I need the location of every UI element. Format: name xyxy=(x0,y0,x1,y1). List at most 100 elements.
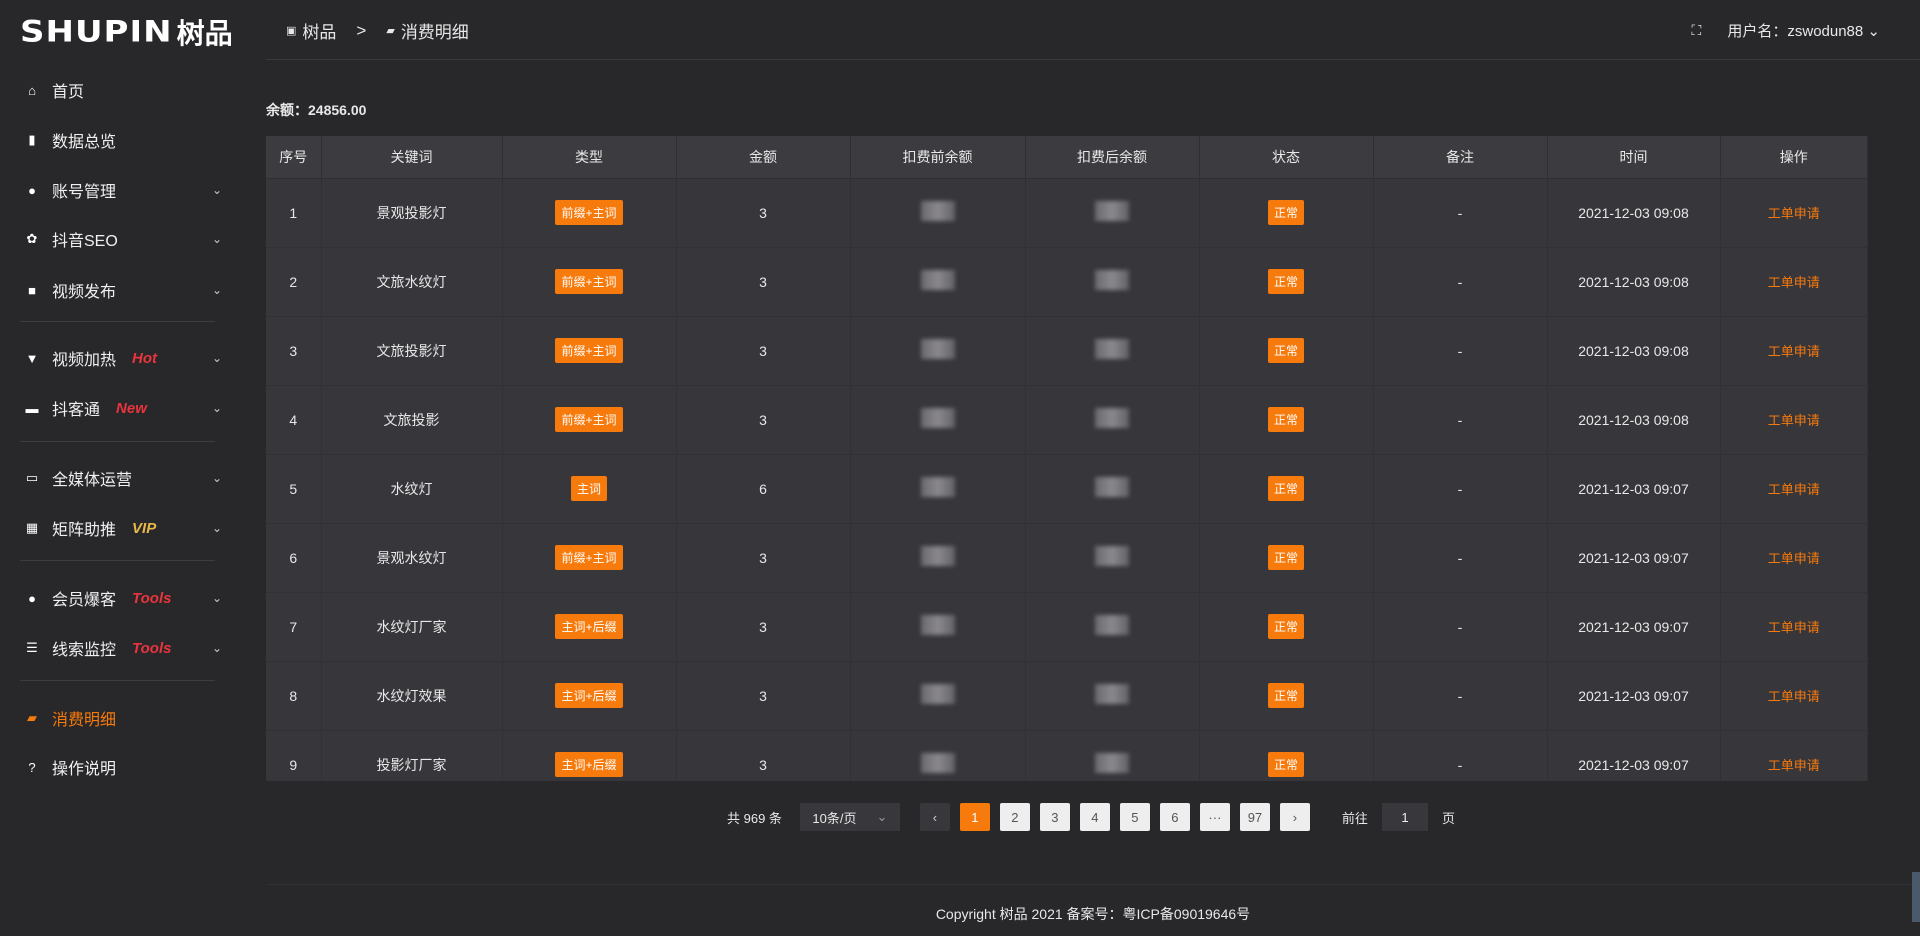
type-cell: 前缀+主词 xyxy=(502,385,677,455)
status-badge: 正常 xyxy=(1267,269,1304,294)
breadcrumb-root[interactable]: 树品 xyxy=(302,23,337,42)
page-size-select[interactable]: 10条/页 ⌄ xyxy=(799,803,900,831)
status-cell: 正常 xyxy=(1199,661,1374,731)
note: - xyxy=(1373,592,1548,662)
amount: 3 xyxy=(676,178,851,248)
table-row: 3 文旅投影灯 前缀+主词 3 正常 - 2021-12-03 09:08 工单… xyxy=(266,316,1868,386)
page-button[interactable]: 3 xyxy=(1039,803,1070,831)
sidebar-item-5[interactable]: ▼ 视频加热 Hot ⌄ xyxy=(0,338,230,378)
page-button[interactable]: 6 xyxy=(1159,803,1190,831)
sidebar-item-1[interactable]: ▮ 数据总览 xyxy=(0,120,230,160)
sidebar-item-12[interactable]: ? 操作说明 xyxy=(0,747,230,787)
chevron-down-icon: ⌄ xyxy=(211,351,222,365)
status-badge: 正常 xyxy=(1267,200,1304,225)
prev-page-button[interactable]: ‹ xyxy=(919,803,950,831)
keyword: 水纹灯 xyxy=(321,454,503,524)
sidebar-item-2[interactable]: ● 账号管理 ⌄ xyxy=(0,170,230,210)
note: - xyxy=(1373,316,1548,386)
sidebar-item-0[interactable]: ⌂ 首页 xyxy=(0,70,230,110)
note: - xyxy=(1373,730,1548,781)
amount: 3 xyxy=(676,730,851,781)
blurred-value xyxy=(1095,546,1129,566)
column-header: 扣费后余额 xyxy=(1025,136,1200,179)
chevron-down-icon: ⌄ xyxy=(876,809,888,824)
table-row: 2 文旅水纹灯 前缀+主词 3 正常 - 2021-12-03 09:08 工单… xyxy=(266,247,1868,317)
blurred-value xyxy=(920,339,955,359)
balance-after-cell xyxy=(1025,385,1200,455)
amount: 6 xyxy=(676,454,851,524)
sidebar-item-9[interactable]: ● 会员爆客 Tools ⌄ xyxy=(0,578,230,618)
balance-after-cell xyxy=(1025,178,1200,248)
ticket-apply-link[interactable]: 工单申请 xyxy=(1767,344,1820,359)
action-cell: 工单申请 xyxy=(1720,385,1868,455)
ticket-apply-link[interactable]: 工单申请 xyxy=(1767,551,1820,566)
table-row: 8 水纹灯效果 主词+后缀 3 正常 - 2021-12-03 09:07 工单… xyxy=(266,661,1868,731)
page-button[interactable]: ··· xyxy=(1199,803,1230,831)
sidebar-item-3[interactable]: ✿ 抖音SEO ⌄ xyxy=(0,219,230,259)
status-cell: 正常 xyxy=(1199,247,1374,317)
keyword: 景观投影灯 xyxy=(321,178,503,248)
blurred-value xyxy=(1095,684,1129,704)
time: 2021-12-03 09:08 xyxy=(1547,385,1721,455)
page-button[interactable]: 4 xyxy=(1079,803,1110,831)
ticket-apply-link[interactable]: 工单申请 xyxy=(1767,206,1820,221)
sidebar-item-4[interactable]: ■ 视频发布 ⌄ xyxy=(0,270,230,310)
ticket-apply-link[interactable]: 工单申请 xyxy=(1767,275,1820,290)
user-menu[interactable]: 用户名：zswodun88 ⌄ xyxy=(1727,23,1880,40)
ticket-apply-link[interactable]: 工单申请 xyxy=(1767,620,1820,635)
balance-before-cell xyxy=(850,385,1026,455)
page-button[interactable]: 2 xyxy=(999,803,1030,831)
fullscreen-icon[interactable]: ⛶ xyxy=(1691,22,1702,38)
footer: Copyright 树品 2021 备案号：粤ICP备09019646号 xyxy=(935,906,1251,922)
breadcrumb-current: 消费明细 xyxy=(400,23,469,42)
amount: 3 xyxy=(676,316,851,386)
breadcrumb-icon: ▣ xyxy=(286,25,297,37)
ticket-apply-link[interactable]: 工单申请 xyxy=(1767,482,1820,497)
table-row: 1 景观投影灯 前缀+主词 3 正常 - 2021-12-03 09:08 工单… xyxy=(266,178,1868,248)
footer-divider xyxy=(266,884,1920,885)
goto-page-input[interactable] xyxy=(1381,803,1428,831)
page-button[interactable]: 5 xyxy=(1119,803,1150,831)
note: - xyxy=(1373,454,1548,524)
action-cell: 工单申请 xyxy=(1720,454,1868,524)
balance-after-cell xyxy=(1025,247,1200,317)
sidebar-divider xyxy=(20,441,215,442)
column-header: 备注 xyxy=(1373,136,1548,179)
sidebar-item-10[interactable]: ☰ 线索监控 Tools ⌄ xyxy=(0,628,230,668)
sidebar-item-6[interactable]: ▬ 抖客通 New ⌄ xyxy=(0,388,230,428)
keyword: 景观水纹灯 xyxy=(321,523,503,593)
type-cell: 前缀+主词 xyxy=(502,178,677,248)
sidebar-item-11[interactable]: ▰ 消费明细 xyxy=(0,698,230,738)
status-cell: 正常 xyxy=(1199,178,1374,248)
column-header: 扣费前余额 xyxy=(850,136,1026,179)
page-button[interactable]: 1 xyxy=(959,803,990,831)
status-badge: 正常 xyxy=(1267,614,1304,639)
time: 2021-12-03 09:07 xyxy=(1547,661,1721,731)
type-cell: 前缀+主词 xyxy=(502,316,677,386)
column-header: 关键词 xyxy=(321,136,503,179)
type-cell: 主词 xyxy=(502,454,677,524)
status-cell: 正常 xyxy=(1199,523,1374,593)
status-cell: 正常 xyxy=(1199,454,1374,524)
ticket-apply-link[interactable]: 工单申请 xyxy=(1767,413,1820,428)
scrollbar[interactable] xyxy=(1912,872,1920,922)
chevron-down-icon: ⌄ xyxy=(211,591,222,605)
blurred-value xyxy=(1095,408,1129,428)
action-cell: 工单申请 xyxy=(1720,661,1868,731)
type-tag: 前缀+主词 xyxy=(555,338,623,363)
table-row: 5 水纹灯 主词 6 正常 - 2021-12-03 09:07 工单申请 xyxy=(266,454,1868,524)
blurred-value xyxy=(920,408,955,428)
balance-after-cell xyxy=(1025,316,1200,386)
type-tag: 前缀+主词 xyxy=(555,407,623,432)
wallet-icon: ▰ xyxy=(386,25,395,37)
ticket-apply-link[interactable]: 工单申请 xyxy=(1767,689,1820,704)
sidebar-item-8[interactable]: ▦ 矩阵助推 VIP ⌄ xyxy=(0,508,230,548)
next-page-button[interactable]: › xyxy=(1279,803,1310,831)
ticket-apply-link[interactable]: 工单申请 xyxy=(1767,758,1820,773)
page-button[interactable]: 97 xyxy=(1239,803,1270,831)
chevron-down-icon: ⌄ xyxy=(211,283,222,297)
action-cell: 工单申请 xyxy=(1720,523,1868,593)
amount: 3 xyxy=(676,523,851,593)
keyword: 文旅水纹灯 xyxy=(321,247,503,317)
sidebar-item-7[interactable]: ▭ 全媒体运营 ⌄ xyxy=(0,458,230,498)
